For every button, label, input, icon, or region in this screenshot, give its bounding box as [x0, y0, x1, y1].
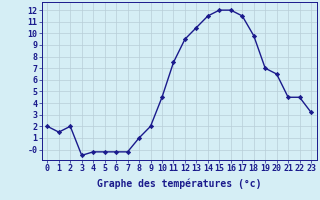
X-axis label: Graphe des températures (°c): Graphe des températures (°c): [97, 179, 261, 189]
